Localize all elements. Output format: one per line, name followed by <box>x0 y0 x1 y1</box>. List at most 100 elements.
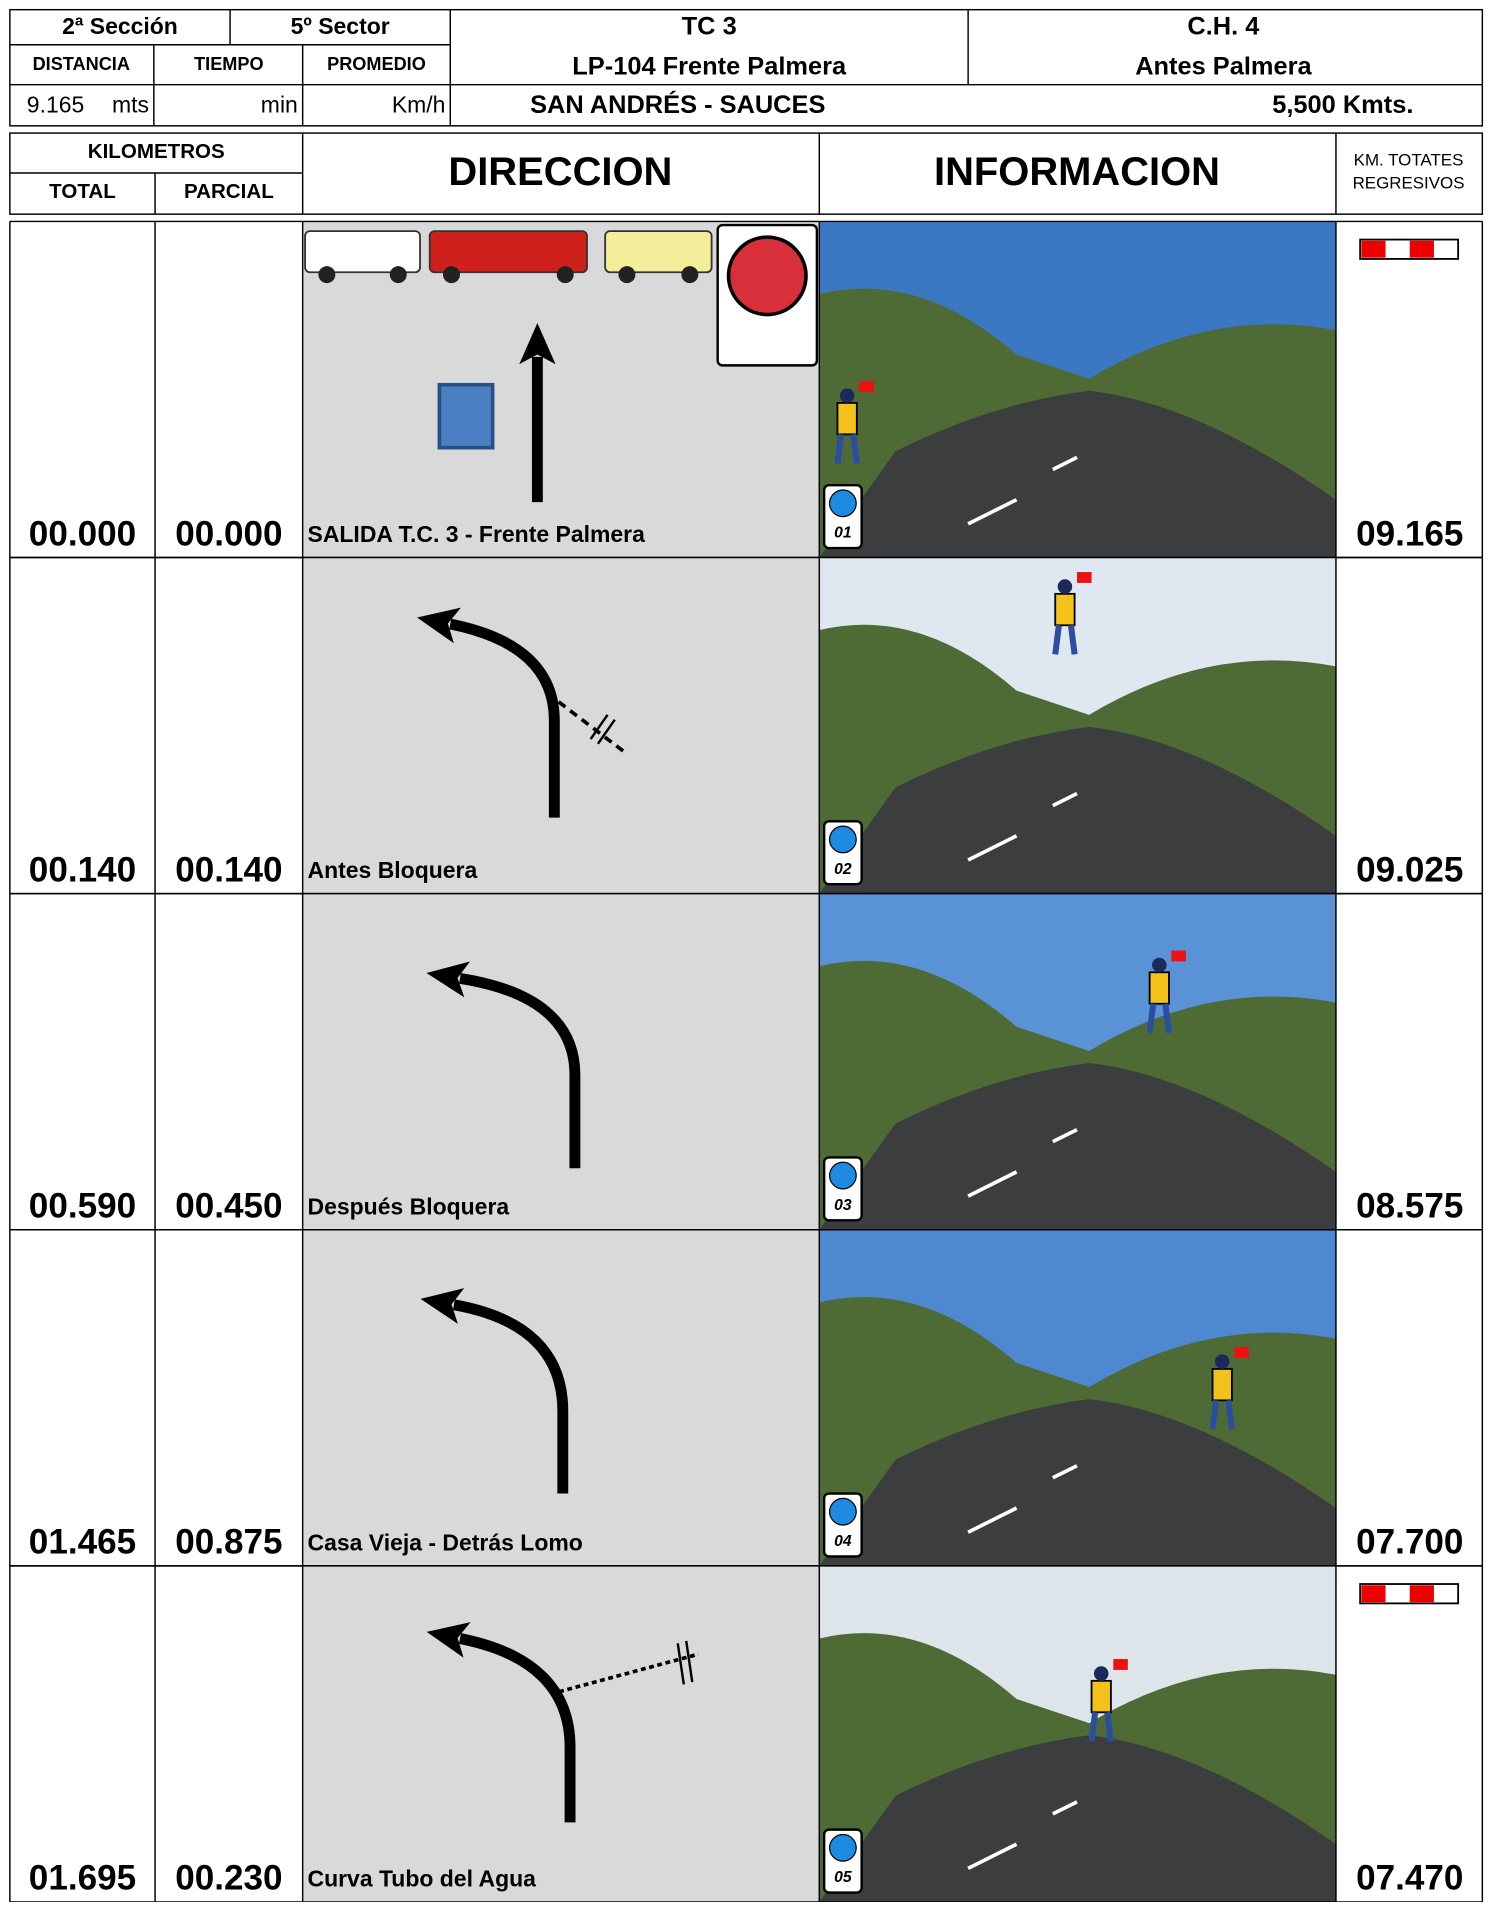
km-total: 00.000 <box>29 514 136 553</box>
marshal-body <box>1211 1368 1233 1402</box>
description: Casa Vieja - Detrás Lomo <box>308 1529 583 1555</box>
kilometros: KILOMETROS <box>88 140 225 163</box>
parcial: PARCIAL <box>184 180 274 203</box>
blue-square <box>437 382 495 450</box>
photo-marking <box>967 1464 1078 1534</box>
photo-road <box>819 1063 1336 1230</box>
tiempo-unit: min <box>261 92 298 118</box>
photo-marking <box>967 455 1078 526</box>
col-tiempo: TIEMPO <box>194 54 263 74</box>
caution-line <box>545 691 625 753</box>
column-header: KILOMETROS TOTAL PARCIAL DIRECCION INFOR… <box>9 132 1484 215</box>
vehicle-wheel <box>318 266 336 284</box>
tc: TC 3 <box>682 13 737 41</box>
marshal-flag <box>859 381 874 393</box>
caution-tick <box>589 714 616 745</box>
description: Antes Bloquera <box>308 857 478 883</box>
marshal-head <box>1093 1666 1109 1681</box>
km-parcial: 00.000 <box>175 514 282 553</box>
distancia-unit: mts <box>112 92 149 118</box>
header-lines <box>9 9 1483 126</box>
description: Después Bloquera <box>308 1193 510 1219</box>
marshal-flag <box>1113 1659 1128 1670</box>
zone-bar-red <box>1361 240 1386 258</box>
photo-road <box>819 726 1336 894</box>
photo-marking <box>967 1800 1078 1870</box>
direction-arrow <box>417 607 560 818</box>
total: TOTAL <box>49 180 116 203</box>
photo-road <box>819 1399 1336 1566</box>
km-parcial: 00.450 <box>175 1186 282 1225</box>
caution-line <box>558 1652 699 1694</box>
vehicle-wheel <box>389 266 407 284</box>
zone-bar-red <box>1361 1585 1386 1603</box>
row: 01 00.000 00.000 SALIDA T.C. 3 - Frente Pal… <box>9 220 1484 559</box>
description: Curva Tubo del Agua <box>308 1866 537 1892</box>
photo-number: 04 <box>834 1533 852 1550</box>
km-remaining: 09.025 <box>1356 850 1463 889</box>
km-parcial: 00.875 <box>175 1523 282 1562</box>
photo-road <box>819 390 1336 558</box>
photo-number: 03 <box>834 1197 852 1214</box>
km-remaining: 09.165 <box>1356 514 1463 553</box>
caution-tick <box>676 1640 694 1685</box>
marshal-flag <box>1234 1347 1249 1359</box>
regresivos-2: REGRESIVOS <box>1353 173 1465 192</box>
km-total: 00.140 <box>29 850 136 889</box>
location: SAN ANDRÉS - SAUCES <box>530 90 825 119</box>
tc-name: LP-104 Frente Palmera <box>572 52 847 80</box>
photo-badge-icon <box>828 1833 857 1862</box>
vehicle-wheel <box>681 266 699 284</box>
row: 05 01.695 00.230 Curva Tubo del Agua 07.470 <box>9 1565 1484 1903</box>
col-distancia: DISTANCIA <box>33 54 130 74</box>
marshal-body <box>836 401 858 436</box>
col-promedio: PROMEDIO <box>327 54 426 74</box>
marshal-head <box>1214 1354 1230 1369</box>
informacion: INFORMACION <box>934 150 1220 194</box>
marshal-body <box>1090 1679 1112 1714</box>
photo-number: 02 <box>834 861 852 878</box>
distancia-value: 9.165 <box>27 92 84 118</box>
row: 03 00.590 00.450 Después Bloquera 08.575 <box>9 892 1484 1231</box>
ch-name: Antes Palmera <box>1135 52 1312 80</box>
marshal-legs <box>834 433 860 464</box>
photo-badge-icon <box>828 1497 857 1526</box>
direccion: DIRECCION <box>448 150 672 194</box>
photo-badge-icon <box>828 1161 857 1190</box>
km-total: 01.465 <box>29 1523 136 1562</box>
row: 04 01.465 00.875 Casa Vieja - Detrás Lomo 07… <box>9 1229 1484 1567</box>
vehicle <box>304 230 421 274</box>
sector: 5º Sector <box>291 13 390 39</box>
marshal-legs <box>1088 1711 1114 1742</box>
photo-number: 01 <box>834 525 851 542</box>
vehicle-wheel <box>443 266 460 284</box>
seccion: 2ª Sección <box>62 13 178 39</box>
ch: C.H. 4 <box>1187 13 1259 41</box>
photo-badge-icon <box>828 489 857 518</box>
photo-marking <box>967 791 1078 862</box>
description: SALIDA T.C. 3 - Frente Palmera <box>308 521 646 547</box>
photo-marking <box>967 1127 1078 1198</box>
marshal-head <box>1057 579 1073 594</box>
marshal-head <box>839 388 855 403</box>
row: 02 00.140 00.140 Antes Bloquera 09.025 <box>9 556 1484 895</box>
photo-badge-icon <box>828 825 857 854</box>
km-remaining: 07.700 <box>1356 1523 1463 1562</box>
km-total: 01.695 <box>29 1859 136 1898</box>
direction-arrow <box>426 961 581 1169</box>
direction-arrow <box>420 1288 569 1494</box>
photo-number: 05 <box>834 1869 852 1886</box>
marshal-body <box>1054 592 1076 627</box>
vehicle-wheel <box>618 266 636 284</box>
sign-disc <box>726 235 808 317</box>
vehicle <box>604 230 713 274</box>
direction-arrow <box>426 1622 576 1823</box>
zone-bar-red <box>1409 240 1434 258</box>
marshal-body <box>1148 971 1170 1005</box>
photo-road <box>819 1735 1336 1902</box>
direction-cell <box>302 557 820 894</box>
km-remaining: 07.470 <box>1356 1859 1463 1898</box>
header-border <box>9 8 1484 127</box>
